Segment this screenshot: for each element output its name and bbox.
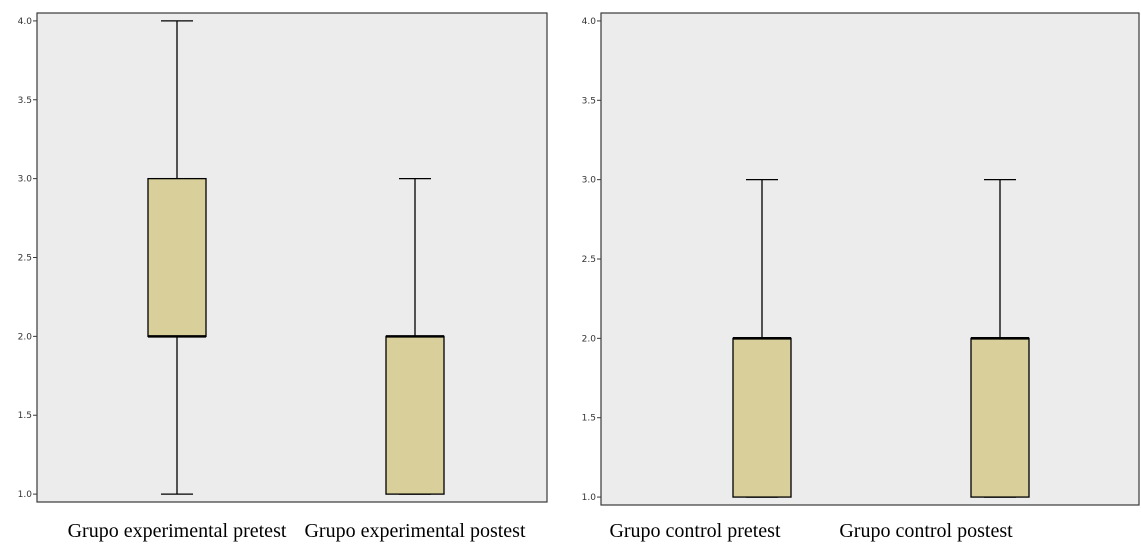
y-tick-label: 2.5 bbox=[582, 255, 596, 265]
y-tick-label: 1.0 bbox=[18, 490, 33, 500]
y-tick-label: 2.0 bbox=[582, 334, 597, 344]
category-label: Grupo experimental pretest bbox=[68, 520, 287, 542]
y-tick-label: 3.5 bbox=[18, 96, 32, 106]
category-label: Grupo control pretest bbox=[609, 520, 781, 542]
y-tick-label: 1.5 bbox=[582, 414, 596, 424]
y-tick-label: 4.0 bbox=[18, 17, 33, 27]
box-iqr bbox=[732, 337, 792, 498]
plot-area bbox=[600, 12, 1140, 506]
box-1 bbox=[147, 20, 207, 495]
y-tick-label: 3.5 bbox=[582, 96, 596, 106]
category-label: Grupo experimental postest bbox=[304, 520, 525, 542]
boxplot-panel-2: 1.0 1.5 2.0 2.5 3.0 3.5 4.0 Grupo control prete… bbox=[582, 12, 1140, 542]
y-tick-label: 1.5 bbox=[18, 411, 32, 421]
box-iqr bbox=[147, 177, 207, 338]
y-tick-label: 3.0 bbox=[18, 175, 33, 185]
box-2 bbox=[385, 177, 445, 495]
box-iqr bbox=[385, 335, 445, 495]
y-tick-label: 2.5 bbox=[18, 254, 32, 264]
y-tick-label: 1.0 bbox=[582, 493, 597, 503]
box-iqr bbox=[970, 337, 1030, 498]
y-tick-label: 3.0 bbox=[582, 176, 597, 186]
boxplot-panel-1: 1.0 1.5 2.0 2.5 3.0 3.5 4.0 Grupo experimental … bbox=[18, 12, 548, 542]
y-tick-label: 4.0 bbox=[582, 17, 597, 27]
box-2 bbox=[970, 178, 1030, 498]
box-1 bbox=[732, 178, 792, 498]
y-tick-label: 2.0 bbox=[18, 332, 33, 342]
category-label: Grupo control postest bbox=[839, 520, 1013, 542]
plot-area bbox=[36, 12, 548, 503]
